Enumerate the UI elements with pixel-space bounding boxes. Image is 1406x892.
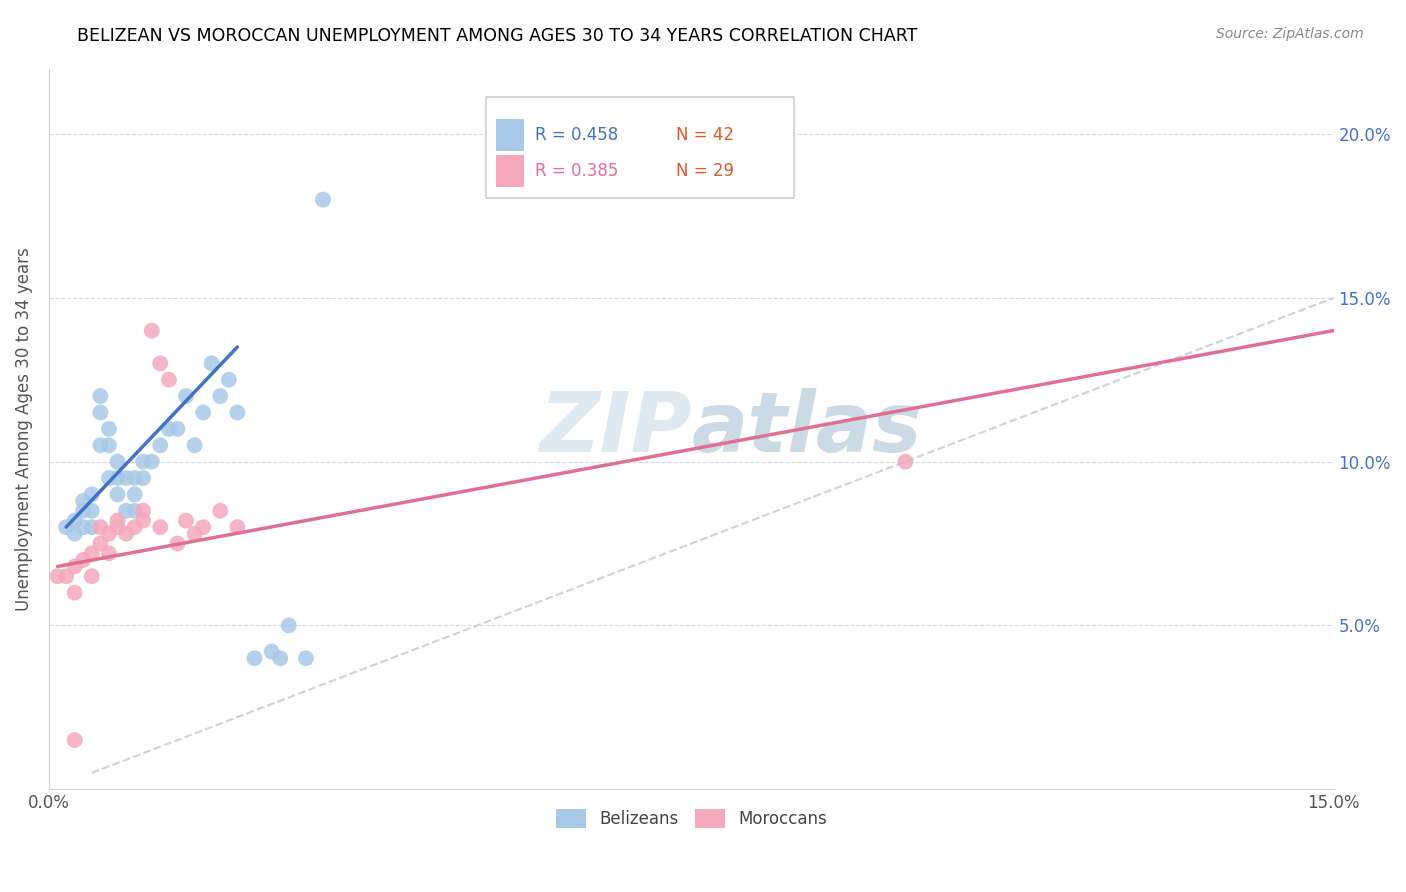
Point	[183, 526, 205, 541]
Point	[149, 356, 172, 370]
Point	[157, 373, 180, 387]
Point	[124, 520, 146, 534]
Point	[63, 733, 86, 747]
FancyBboxPatch shape	[485, 97, 794, 198]
Point	[115, 504, 138, 518]
Point	[107, 514, 129, 528]
Point	[89, 520, 111, 534]
Point	[312, 193, 335, 207]
Point	[166, 536, 188, 550]
Point	[124, 504, 146, 518]
Point	[63, 526, 86, 541]
Point	[141, 455, 163, 469]
Point	[107, 487, 129, 501]
Point	[55, 569, 77, 583]
Point	[226, 520, 249, 534]
Point	[269, 651, 291, 665]
Point	[132, 455, 155, 469]
Point	[226, 405, 249, 419]
Point	[209, 504, 232, 518]
Point	[72, 553, 94, 567]
Point	[80, 504, 103, 518]
Point	[80, 569, 103, 583]
Point	[141, 324, 163, 338]
Point	[243, 651, 266, 665]
Point	[218, 373, 240, 387]
Point	[115, 526, 138, 541]
Point	[115, 471, 138, 485]
Point	[72, 520, 94, 534]
Legend: Belizeans, Moroccans: Belizeans, Moroccans	[548, 803, 834, 835]
Point	[46, 569, 69, 583]
Text: N = 29: N = 29	[676, 161, 734, 180]
Point	[97, 471, 120, 485]
Point	[97, 438, 120, 452]
Point	[97, 526, 120, 541]
Point	[63, 559, 86, 574]
Point	[89, 536, 111, 550]
Point	[80, 520, 103, 534]
Point	[894, 455, 917, 469]
FancyBboxPatch shape	[496, 119, 524, 152]
Point	[124, 487, 146, 501]
Point	[174, 389, 197, 403]
Point	[260, 645, 283, 659]
Point	[89, 389, 111, 403]
Point	[97, 422, 120, 436]
Point	[166, 422, 188, 436]
Text: N = 42: N = 42	[676, 126, 734, 144]
Point	[107, 520, 129, 534]
Point	[191, 520, 214, 534]
Text: Source: ZipAtlas.com: Source: ZipAtlas.com	[1216, 27, 1364, 41]
Point	[209, 389, 232, 403]
Point	[191, 405, 214, 419]
Point	[132, 504, 155, 518]
Point	[89, 438, 111, 452]
FancyBboxPatch shape	[496, 155, 524, 187]
Point	[63, 514, 86, 528]
Text: R = 0.385: R = 0.385	[534, 161, 619, 180]
Text: atlas: atlas	[692, 388, 922, 469]
Point	[107, 471, 129, 485]
Point	[107, 455, 129, 469]
Point	[72, 494, 94, 508]
Text: R = 0.458: R = 0.458	[534, 126, 617, 144]
Text: ZIP: ZIP	[538, 388, 692, 469]
Point	[89, 405, 111, 419]
Point	[80, 546, 103, 560]
Point	[63, 585, 86, 599]
Point	[124, 471, 146, 485]
Point	[80, 487, 103, 501]
Point	[183, 438, 205, 452]
Point	[277, 618, 299, 632]
Point	[201, 356, 224, 370]
Point	[157, 422, 180, 436]
Point	[149, 520, 172, 534]
Text: BELIZEAN VS MOROCCAN UNEMPLOYMENT AMONG AGES 30 TO 34 YEARS CORRELATION CHART: BELIZEAN VS MOROCCAN UNEMPLOYMENT AMONG …	[77, 27, 918, 45]
Point	[132, 514, 155, 528]
Point	[72, 504, 94, 518]
Point	[174, 514, 197, 528]
Y-axis label: Unemployment Among Ages 30 to 34 years: Unemployment Among Ages 30 to 34 years	[15, 247, 32, 611]
Point	[97, 546, 120, 560]
Point	[132, 471, 155, 485]
Point	[149, 438, 172, 452]
Point	[295, 651, 318, 665]
Point	[55, 520, 77, 534]
